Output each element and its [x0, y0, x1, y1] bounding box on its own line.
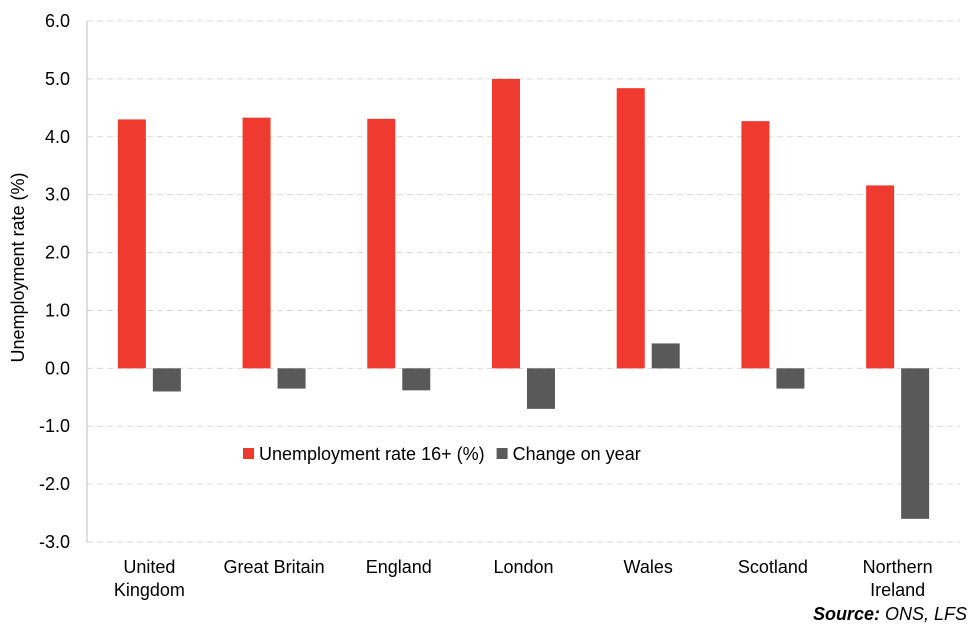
bar-rate [117, 119, 146, 369]
legend-label: Change on year [513, 444, 641, 464]
category-label: London [493, 557, 553, 577]
bar-change [402, 368, 431, 391]
bar-rate [616, 88, 645, 369]
legend-swatch [496, 448, 508, 459]
y-axis-title: Unemployment rate (%) [8, 172, 28, 362]
bar-rate [242, 117, 271, 369]
legend-label: Unemployment rate 16+ (%) [259, 444, 485, 464]
category-label: Great Britain [224, 557, 325, 577]
bar-change [776, 368, 805, 389]
y-tick-label: -2.0 [39, 474, 70, 494]
category-label: Scotland [738, 557, 808, 577]
y-tick-label: -3.0 [39, 532, 70, 552]
source-text: ONS, LFS [879, 604, 967, 624]
category-label: England [366, 557, 432, 577]
bars [117, 78, 930, 519]
y-tick-label: 6.0 [45, 11, 70, 31]
category-label: Wales [624, 557, 673, 577]
source-label: Source: [812, 604, 880, 624]
bar-change [651, 343, 680, 369]
bar-change [527, 368, 555, 409]
category-labels: United Kingdom Great Britain England London W… [114, 557, 933, 600]
y-tick-label: 3.0 [45, 185, 70, 205]
bar-rate [866, 185, 895, 369]
bar-change [901, 368, 930, 519]
legend-swatch [243, 448, 254, 459]
bar-change [277, 368, 306, 389]
category-label: United Kingdom [114, 557, 185, 600]
category-label: Northern Ireland [863, 557, 933, 600]
bar-rate [367, 118, 396, 369]
y-tick-labels: 6.0 5.0 4.0 3.0 2.0 1.0 0.0 -1.0 -2.0 -3.0 [39, 11, 70, 552]
gridlines [87, 20, 960, 543]
bar-rate [492, 78, 520, 369]
source-note: Source: ONS, LFS [813, 604, 967, 625]
y-tick-label: 5.0 [45, 69, 70, 89]
y-tick-label: 0.0 [45, 358, 70, 378]
y-tick-label: -1.0 [39, 416, 70, 436]
bar-change [152, 368, 181, 392]
y-tick-label: 4.0 [45, 127, 70, 147]
y-tick-label: 2.0 [45, 243, 70, 263]
y-tick-label: 1.0 [45, 300, 70, 320]
bar-rate [741, 121, 770, 369]
legend: Unemployment rate 16+ (%) Change on year [243, 444, 641, 464]
